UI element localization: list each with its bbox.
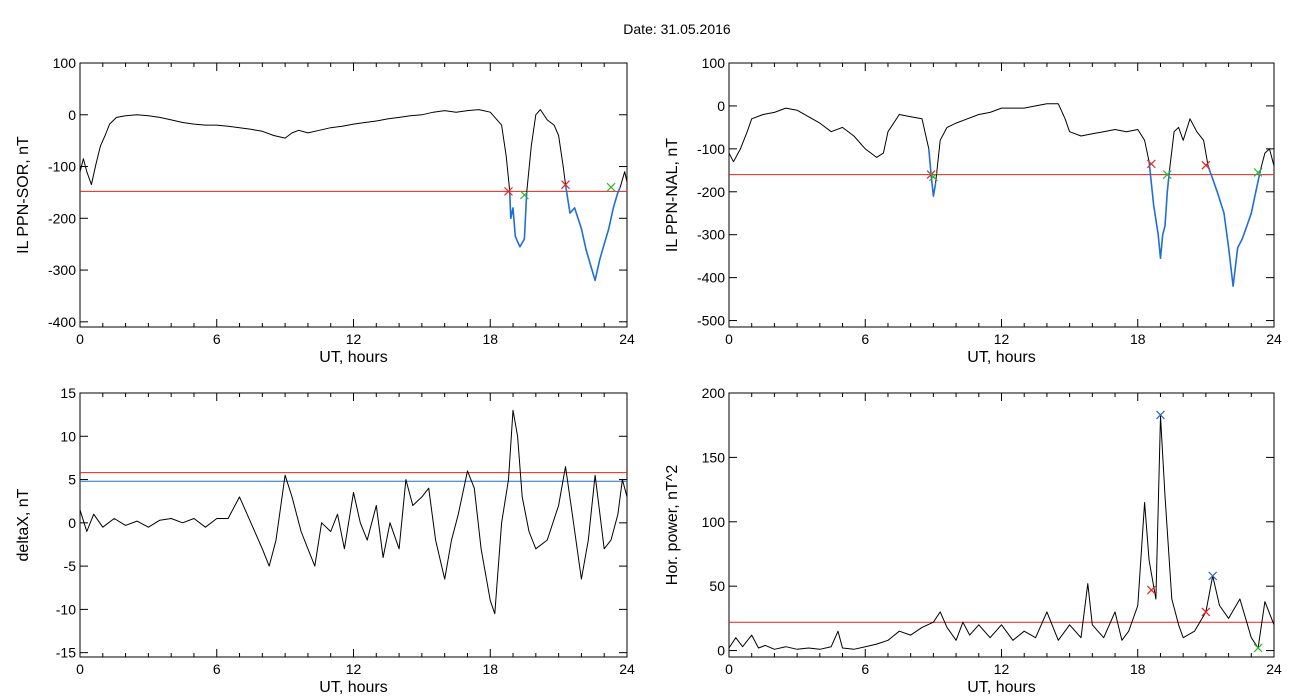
y-tick-label: -15: [56, 645, 76, 661]
x-tick-label: 24: [1266, 661, 1282, 677]
marker-green: [520, 190, 529, 200]
plot-frame: [728, 62, 1275, 328]
x-tick-label: 0: [725, 661, 733, 677]
y-tick-label: -300: [697, 227, 725, 243]
plot-frame: [79, 392, 628, 658]
marker-red: [504, 186, 513, 196]
y-tick-label: 0: [717, 643, 725, 659]
marker-green: [606, 182, 616, 192]
marker-red: [1201, 160, 1211, 170]
series-line-black: [619, 171, 627, 188]
series-line-blue: [1207, 165, 1262, 287]
panel-il-ppn-nal: 0 6 12 18 24 100 0 -100 -200 -300 -400 -500 UT, hour…: [664, 55, 1282, 366]
series-line-black: [935, 103, 1150, 184]
x-tick-label: 24: [619, 661, 635, 677]
x-tick-label: 18: [482, 331, 498, 347]
x-tick-label: 18: [1130, 331, 1146, 347]
y-axis-label: Hor. power, nT^2: [664, 465, 681, 586]
plot-area: [729, 103, 1274, 287]
y-tick-label: 0: [717, 98, 725, 114]
series-line-blue: [508, 189, 528, 248]
series-line-black: [80, 409, 627, 615]
panel-horizontal-power: 0 6 12 18 24 200 150 100 50 0 UT, hours Hor. power,…: [664, 385, 1282, 696]
series-line-black: [526, 109, 566, 193]
x-tick-label: 24: [619, 331, 635, 347]
x-tick-label: 18: [1130, 661, 1146, 677]
x-tick-label: 0: [725, 331, 733, 347]
x-axis-label: UT, hours: [319, 349, 387, 366]
x-tick-label: 6: [213, 331, 221, 347]
x-tick-label: 12: [346, 331, 362, 347]
marker-green: [928, 172, 938, 182]
marker-red: [561, 180, 570, 190]
x-tick-label: 6: [861, 331, 869, 347]
y-tick-label: 15: [60, 385, 76, 401]
y-tick-label: 200: [702, 385, 726, 401]
y-tick-label: -300: [48, 262, 76, 278]
marker-red: [1201, 607, 1211, 617]
marker-blue: [1156, 410, 1165, 420]
x-axis-label: UT, hours: [967, 349, 1035, 366]
series-line-black: [1169, 118, 1209, 171]
y-tick-label: 5: [68, 472, 76, 488]
marker-green: [1162, 170, 1172, 180]
y-tick-label: -400: [697, 270, 725, 286]
panel-deltax: 0 6 12 18 24 15 10 5 0 -5 -10 -15 UT, hours deltaX, n…: [15, 385, 635, 696]
y-tick-label: -10: [56, 601, 76, 617]
series-line-blue: [928, 148, 937, 197]
y-tick-label: -400: [48, 314, 76, 330]
marker-red: [1146, 585, 1156, 595]
marker-green: [1253, 643, 1263, 653]
series-line-blue: [564, 184, 621, 282]
x-tick-label: 0: [76, 331, 84, 347]
y-tick-label: 0: [68, 107, 76, 123]
plot-frame: [79, 62, 628, 328]
x-axis-label: UT, hours: [967, 679, 1035, 696]
y-tick-label: -200: [697, 184, 725, 200]
plot-frame: [728, 392, 1275, 658]
y-tick-label: 100: [702, 55, 726, 71]
y-tick-label: 150: [702, 449, 726, 465]
x-tick-label: 12: [994, 331, 1010, 347]
y-tick-label: 0: [68, 515, 76, 531]
marker-blue: [1208, 571, 1218, 581]
series-line-blue: [1148, 161, 1171, 260]
x-tick-label: 24: [1266, 331, 1282, 347]
y-tick-label: -100: [48, 159, 76, 175]
series-line-black: [1259, 148, 1274, 171]
x-tick-label: 18: [482, 661, 498, 677]
x-tick-label: 6: [213, 661, 221, 677]
x-tick-label: 12: [346, 661, 362, 677]
x-tick-label: 0: [76, 661, 84, 677]
x-tick-label: 12: [994, 661, 1010, 677]
figure-title: Date: 31.05.2016: [623, 21, 731, 37]
y-tick-label: -200: [48, 210, 76, 226]
plot-area: [80, 409, 627, 615]
y-tick-label: 10: [60, 428, 76, 444]
marker-red: [1146, 159, 1156, 169]
series-line-black: [729, 107, 930, 163]
y-axis-label: deltaX, nT: [15, 488, 32, 561]
marker-green: [1253, 168, 1263, 177]
y-axis-label: IL PPN-NAL, nT: [664, 138, 681, 252]
y-tick-label: 100: [702, 514, 726, 530]
y-axis-label: IL PPN-SOR, nT: [15, 136, 32, 254]
x-axis-label: UT, hours: [319, 679, 387, 696]
series-line-black: [80, 109, 511, 190]
panel-il-ppn-sor: 0 6 12 18 24 100 0 -100 -200 -300 -400 UT, hours IL …: [15, 55, 635, 366]
x-tick-label: 6: [861, 661, 869, 677]
y-tick-label: -500: [697, 313, 725, 329]
plot-area: [80, 109, 627, 282]
series-line-black: [729, 415, 1274, 650]
plot-area: [729, 415, 1274, 650]
y-tick-label: 50: [709, 578, 725, 594]
y-tick-label: -5: [64, 558, 77, 574]
y-tick-label: -100: [697, 141, 725, 157]
y-tick-label: 100: [53, 55, 77, 71]
